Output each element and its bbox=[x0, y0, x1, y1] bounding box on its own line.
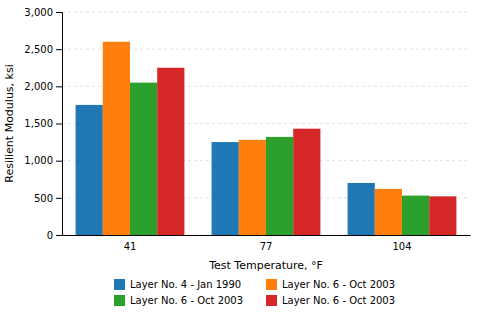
tick-mark bbox=[56, 86, 62, 87]
tick: 2,500 bbox=[24, 44, 62, 55]
bar-series bbox=[157, 68, 456, 235]
tick: 500 bbox=[34, 193, 62, 204]
legend-item: Layer No. 4 - Jan 1990 bbox=[114, 279, 241, 290]
tick: 0 bbox=[47, 230, 62, 241]
chart: 41 77 104 0 500 1,000 1,500 2,000 2,500 3,000 Test… bbox=[0, 0, 484, 319]
legend-swatch bbox=[114, 279, 125, 290]
legend-item: Layer No. 6 - Oct 2003 bbox=[266, 279, 395, 290]
bar bbox=[402, 196, 429, 235]
tick-mark bbox=[56, 124, 62, 125]
tick-mark bbox=[56, 49, 62, 50]
axis-line bbox=[63, 235, 471, 236]
tick-label: 2,500 bbox=[24, 44, 53, 55]
tick-label: 3,000 bbox=[24, 7, 53, 18]
bar bbox=[348, 183, 375, 235]
bar bbox=[76, 105, 103, 235]
tick-mark bbox=[56, 12, 62, 13]
legend-swatch bbox=[266, 279, 277, 290]
tick-label: 77 bbox=[260, 241, 273, 252]
tick-label: 1,500 bbox=[24, 118, 53, 129]
grid-line bbox=[62, 12, 470, 13]
x-axis-title: Test Temperature, °F bbox=[208, 259, 323, 272]
bar bbox=[130, 83, 157, 235]
tick-mark bbox=[56, 161, 62, 162]
axis-line bbox=[56, 13, 63, 236]
bar bbox=[293, 129, 320, 235]
tick: 1,000 bbox=[24, 155, 62, 166]
legend-swatch bbox=[114, 295, 125, 306]
plot: 41 77 104 0 500 1,000 1,500 2,000 2,500 3,000 Test… bbox=[3, 7, 471, 272]
bar bbox=[375, 189, 402, 235]
bar bbox=[266, 137, 293, 235]
tick: 3,000 bbox=[24, 7, 62, 18]
bars bbox=[76, 42, 457, 235]
tick: 41 bbox=[124, 235, 137, 252]
tick-label: 41 bbox=[124, 241, 137, 252]
tick-mark bbox=[56, 198, 62, 199]
x-axis: 41 77 104 bbox=[63, 235, 471, 252]
tick: 1,500 bbox=[24, 118, 62, 129]
bar bbox=[429, 196, 456, 235]
bar-series bbox=[103, 42, 402, 235]
tick: 104 bbox=[392, 235, 411, 252]
bar bbox=[157, 68, 184, 235]
y-axis-title: Resilient Modulus, ksi bbox=[3, 64, 16, 182]
legend-label: Layer No. 6 - Oct 2003 bbox=[282, 279, 395, 290]
grid bbox=[62, 12, 470, 235]
tick: 77 bbox=[260, 235, 273, 252]
bar bbox=[212, 142, 239, 235]
y-axis: 0 500 1,000 1,500 2,000 2,500 3,000 bbox=[24, 7, 62, 241]
tick: 2,000 bbox=[24, 81, 62, 92]
legend-label: Layer No. 6 - Oct 2003 bbox=[130, 295, 243, 306]
bar bbox=[103, 42, 130, 235]
legend: Layer No. 4 - Jan 1990 Layer No. 6 - Oct … bbox=[114, 279, 395, 306]
legend-label: Layer No. 4 - Jan 1990 bbox=[130, 279, 241, 290]
legend-label: Layer No. 6 - Oct 2003 bbox=[282, 295, 395, 306]
tick-label: 500 bbox=[34, 193, 53, 204]
tick-label: 2,000 bbox=[24, 81, 53, 92]
tick-mark bbox=[56, 235, 62, 236]
tick-label: 1,000 bbox=[24, 155, 53, 166]
tick-label: 104 bbox=[392, 241, 411, 252]
bar bbox=[239, 140, 266, 235]
legend-swatch bbox=[266, 295, 277, 306]
legend-item: Layer No. 6 - Oct 2003 bbox=[114, 295, 243, 306]
legend-item: Layer No. 6 - Oct 2003 bbox=[266, 295, 395, 306]
tick-label: 0 bbox=[47, 230, 53, 241]
